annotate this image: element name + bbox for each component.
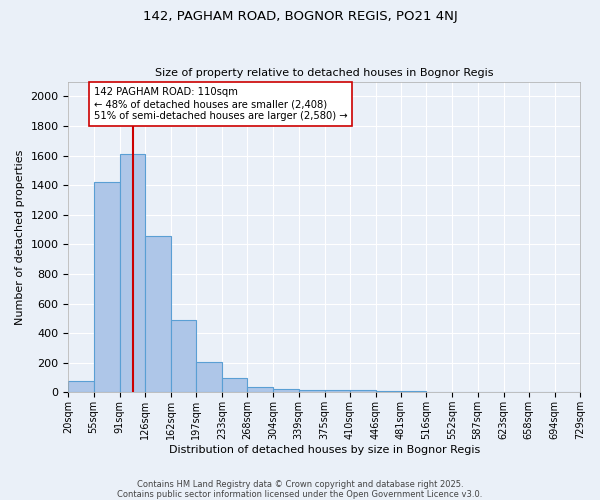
Bar [325, 390, 350, 392]
Bar [299, 390, 325, 392]
Bar [119, 154, 145, 392]
Text: Contains HM Land Registry data © Crown copyright and database right 2025.: Contains HM Land Registry data © Crown c… [137, 480, 463, 489]
Bar [350, 390, 376, 392]
Text: 142 PAGHAM ROAD: 110sqm
← 48% of detached houses are smaller (2,408)
51% of semi: 142 PAGHAM ROAD: 110sqm ← 48% of detache… [94, 88, 347, 120]
Bar [376, 391, 401, 392]
Bar [274, 388, 299, 392]
Bar [247, 387, 274, 392]
Bar [222, 378, 247, 392]
Title: Size of property relative to detached houses in Bognor Regis: Size of property relative to detached ho… [155, 68, 493, 78]
Y-axis label: Number of detached properties: Number of detached properties [15, 149, 25, 324]
Bar [68, 381, 94, 392]
Bar [145, 236, 171, 392]
X-axis label: Distribution of detached houses by size in Bognor Regis: Distribution of detached houses by size … [169, 445, 480, 455]
Bar [401, 391, 427, 392]
Bar [196, 362, 222, 392]
Text: 142, PAGHAM ROAD, BOGNOR REGIS, PO21 4NJ: 142, PAGHAM ROAD, BOGNOR REGIS, PO21 4NJ [143, 10, 457, 23]
Bar [171, 320, 196, 392]
Text: Contains public sector information licensed under the Open Government Licence v3: Contains public sector information licen… [118, 490, 482, 499]
Bar [94, 182, 119, 392]
